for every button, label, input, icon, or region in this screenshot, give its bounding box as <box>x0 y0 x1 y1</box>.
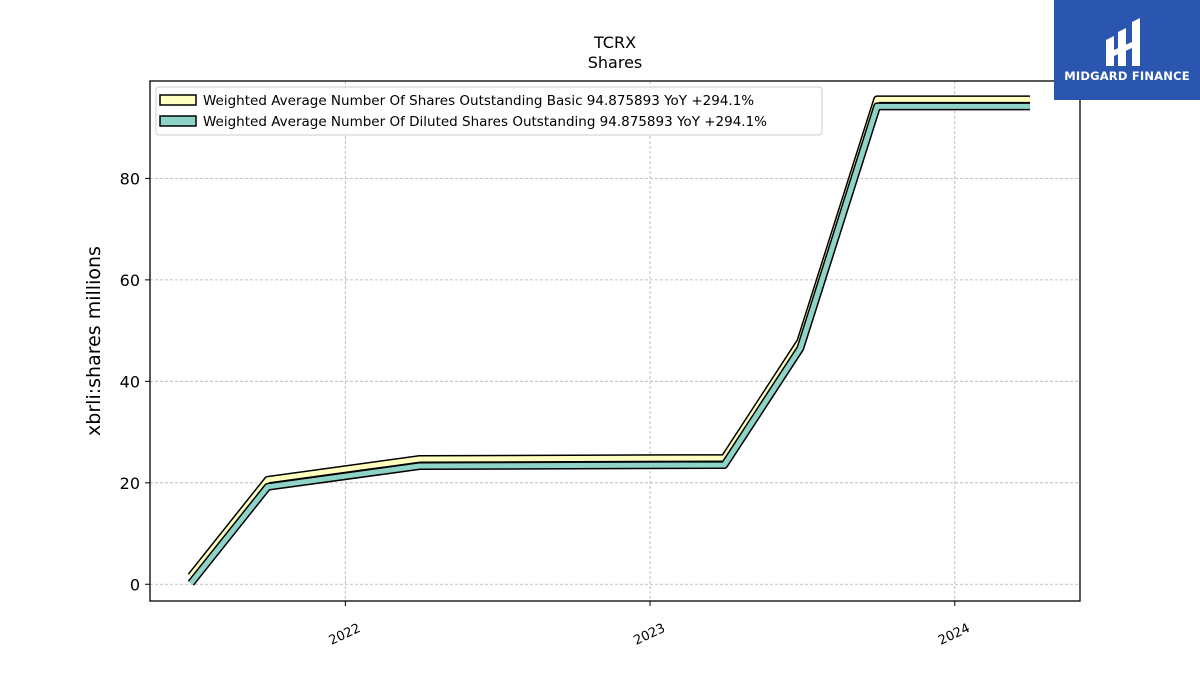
y-tick-label: 20 <box>120 474 140 493</box>
x-axis: 2022 2023 2024 <box>327 601 972 649</box>
brand-mark-icon <box>1106 18 1140 66</box>
plot-frame <box>149 80 1081 602</box>
y-tick-label: 60 <box>120 271 140 290</box>
legend-box <box>155 86 823 136</box>
y-tick-label: 0 <box>130 575 140 594</box>
legend: Weighted Average Number Of Shares Outsta… <box>155 86 823 136</box>
x-tick-label: 2023 <box>631 621 667 649</box>
x-tick-label: 2024 <box>936 621 972 649</box>
series-line <box>188 96 1030 578</box>
y-axis: 0 20 40 60 80 <box>120 169 150 594</box>
series-outline <box>187 95 1030 579</box>
legend-swatch <box>159 115 197 127</box>
brand-name: MIDGARD FINANCE <box>1064 69 1190 83</box>
series-outline <box>187 102 1030 586</box>
brand-logo: MIDGARD FINANCE <box>1054 0 1200 100</box>
chart-subtitle: Shares <box>588 53 643 72</box>
x-tick-label: 2022 <box>327 621 363 649</box>
y-axis-label: xbrli:shares millions <box>83 246 105 436</box>
y-tick-label: 80 <box>120 169 140 188</box>
grid <box>150 81 1080 601</box>
legend-swatch <box>159 94 197 106</box>
legend-label: Weighted Average Number Of Diluted Share… <box>203 114 767 130</box>
plot-lines <box>187 95 1031 586</box>
chart-title: TCRX <box>593 33 636 52</box>
y-tick-label: 40 <box>120 372 140 391</box>
series-line <box>188 103 1030 585</box>
legend-label: Weighted Average Number Of Shares Outsta… <box>203 93 754 109</box>
